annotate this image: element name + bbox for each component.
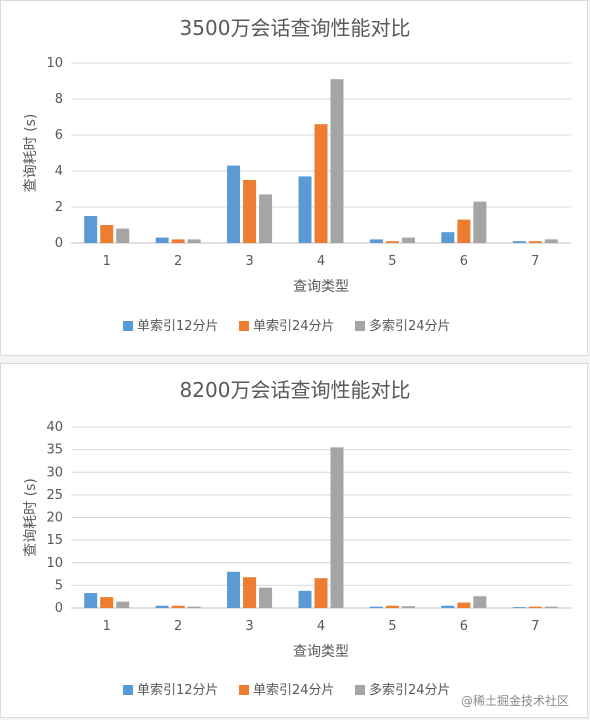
chart-panel-top: 3500万会话查询性能对比 0 2 4 6 8 10 查询耗时 (s) 1 2 3 4 5 6 7 查询类型单… — [0, 0, 588, 356]
x-tick-label: 1 — [103, 254, 111, 269]
y-tick-label: 35 — [46, 443, 63, 458]
watermark: @稀土掘金技术社区 — [460, 694, 569, 708]
bar — [259, 587, 273, 608]
bar — [84, 593, 98, 608]
x-tick-label: 4 — [317, 619, 325, 634]
bar — [473, 596, 487, 608]
bar — [155, 237, 169, 243]
y-tick-label: 0 — [55, 601, 63, 616]
x-tick-label: 3 — [245, 619, 253, 634]
bar — [243, 180, 257, 243]
legend-swatch — [123, 321, 133, 331]
bar — [528, 241, 542, 243]
legend-label: 单索引24分片 — [253, 319, 335, 334]
chart-panel-bottom: 8200万会话查询性能对比 0 5 10 15 20 25 30 35 40 查询耗时 (s) 1 2 3… — [0, 363, 588, 718]
chart-title: 3500万会话查询性能对比 — [180, 16, 411, 40]
x-tick-label: 7 — [531, 619, 539, 634]
bar — [544, 606, 558, 608]
chart-top: 3500万会话查询性能对比 0 2 4 6 8 10 查询耗时 (s) 1 2 3 4 5 6 7 查询类型单… — [23, 16, 571, 334]
y-tick-label: 20 — [46, 511, 63, 526]
bar — [441, 232, 455, 243]
legend-label: 多索引24分片 — [369, 682, 451, 698]
x-tick-label: 3 — [245, 254, 253, 269]
y-tick-label: 8 — [55, 92, 63, 107]
y-tick-label: 5 — [55, 578, 63, 593]
legend-swatch — [239, 321, 249, 331]
y-tick-label: 10 — [46, 56, 63, 71]
x-tick-label: 2 — [174, 619, 182, 634]
bar — [528, 606, 542, 608]
y-tick-label: 2 — [55, 200, 63, 215]
bar — [171, 239, 185, 243]
bar — [385, 605, 399, 608]
x-tick-label: 6 — [460, 254, 468, 269]
bar — [314, 124, 328, 243]
bar — [227, 165, 241, 243]
bar — [259, 194, 273, 243]
y-tick-label: 10 — [46, 556, 63, 571]
y-tick-label: 30 — [46, 465, 63, 480]
y-tick-label: 4 — [55, 164, 63, 179]
bar — [227, 571, 241, 608]
y-tick-label: 40 — [46, 420, 63, 435]
bar — [187, 239, 201, 243]
bar — [441, 605, 455, 608]
y-axis-title: 查询耗时 (s) — [23, 478, 39, 557]
y-axis-title: 查询耗时 (s) — [23, 114, 39, 193]
x-tick-label: 5 — [388, 619, 396, 634]
bar — [473, 201, 487, 243]
bar — [116, 601, 130, 608]
bar — [116, 228, 130, 243]
bar — [330, 447, 344, 608]
bar — [330, 79, 344, 243]
y-tick-label: 15 — [46, 533, 63, 548]
legend-label: 单索引12分片 — [137, 319, 219, 334]
bar — [298, 590, 312, 608]
bar — [512, 607, 526, 608]
legend-label: 单索引24分片 — [253, 683, 335, 698]
bar — [100, 225, 114, 243]
chart-title: 8200万会话查询性能对比 — [180, 378, 411, 402]
x-tick-label: 6 — [460, 619, 468, 634]
bar — [457, 219, 471, 243]
x-axis-title: 查询类型 — [293, 279, 349, 295]
legend-swatch — [239, 685, 249, 695]
bar — [369, 606, 383, 608]
bar — [171, 605, 185, 608]
legend-label: 多索引24分片 — [369, 318, 451, 334]
bar — [385, 241, 399, 243]
bar — [100, 597, 114, 608]
bar — [187, 606, 201, 608]
y-tick-label: 6 — [55, 128, 63, 143]
x-axis-title: 查询类型 — [293, 644, 349, 660]
legend-swatch — [123, 685, 133, 695]
bar — [369, 239, 383, 243]
bar — [84, 216, 98, 243]
x-tick-label: 4 — [317, 254, 325, 269]
bar — [512, 241, 526, 243]
bar — [243, 577, 257, 608]
legend-label: 单索引12分片 — [137, 683, 219, 698]
y-tick-label: 0 — [55, 236, 63, 251]
x-tick-label: 1 — [103, 619, 111, 634]
bar — [457, 602, 471, 608]
bar — [314, 578, 328, 608]
bar — [401, 606, 415, 608]
bar — [401, 237, 415, 243]
x-tick-label: 5 — [388, 254, 396, 269]
bar — [298, 176, 312, 243]
x-tick-label: 2 — [174, 254, 182, 269]
bar — [155, 605, 169, 608]
bar — [544, 239, 558, 243]
legend-swatch — [355, 321, 365, 331]
x-tick-label: 7 — [531, 254, 539, 269]
legend-swatch — [355, 685, 365, 695]
y-tick-label: 25 — [46, 488, 63, 503]
